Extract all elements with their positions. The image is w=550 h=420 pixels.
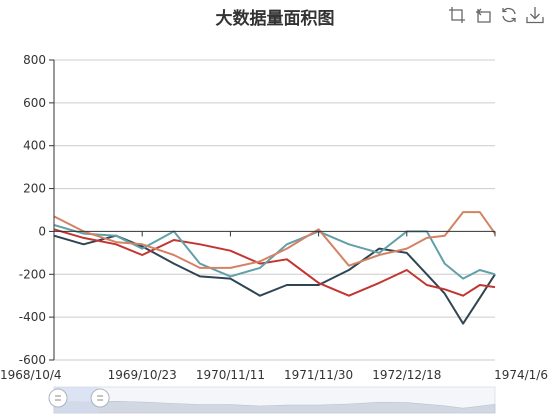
restore-icon[interactable]	[500, 6, 518, 24]
y-tick-label: -200	[19, 267, 46, 281]
y-tick-label: 600	[23, 96, 46, 110]
zoom-end-handle[interactable]	[90, 388, 110, 408]
chart-title: 大数据量面积图	[215, 9, 335, 29]
y-tick-label: 400	[23, 139, 46, 153]
x-tick-label: 1969/10/23	[108, 368, 177, 382]
zoom-start-handle[interactable]	[48, 388, 68, 408]
series-line-1	[53, 234, 496, 325]
y-tick-label: 800	[23, 53, 46, 67]
y-tick-label: 0	[38, 224, 46, 238]
zoom-slider-preview	[53, 400, 496, 414]
zoom-select-icon[interactable]	[448, 6, 466, 24]
series-line-2	[53, 228, 496, 297]
series-line-4	[53, 211, 496, 269]
zoom-reset-icon[interactable]	[474, 6, 492, 24]
x-tick-label: 1974/1/6	[494, 368, 548, 382]
x-tick-label: 1971/11/30	[284, 368, 353, 382]
toolbox	[448, 6, 544, 24]
y-tick-label: -600	[19, 353, 46, 367]
x-tick-label: 1968/10/4	[0, 368, 62, 382]
y-tick-label: -400	[19, 310, 46, 324]
series-line-3	[53, 224, 496, 280]
y-tick-label: 200	[23, 182, 46, 196]
save-image-icon[interactable]	[526, 6, 544, 24]
x-tick-label: 1972/12/18	[372, 368, 441, 382]
x-tick-label: 1970/11/11	[196, 368, 265, 382]
